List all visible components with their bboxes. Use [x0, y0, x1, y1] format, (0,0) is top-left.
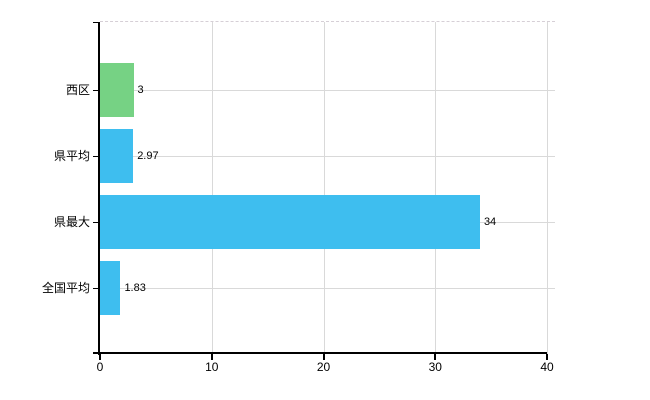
horizontal-gridline: [100, 156, 555, 157]
x-tick-label: 0: [96, 360, 104, 374]
horizontal-gridline: [100, 288, 555, 289]
bar-value-label: 34: [483, 216, 497, 228]
category-label: 全国平均: [41, 281, 90, 295]
vertical-gridline: [211, 22, 213, 354]
vertical-gridline: [435, 22, 437, 354]
horizontal-gridline: [100, 90, 555, 91]
x-axis-tick: [434, 354, 437, 360]
y-axis-tick: [93, 288, 100, 289]
category-label: 県平均: [53, 149, 90, 163]
y-axis-top-tick: [93, 22, 100, 23]
bar: [100, 63, 134, 117]
x-tick-label: 10: [205, 360, 219, 374]
plot-area: 3 2.97 34 1.83: [93, 21, 555, 360]
plot-top-border: [100, 21, 555, 22]
y-axis-line: [98, 22, 100, 355]
y-axis-tick: [93, 222, 100, 223]
bar: [100, 261, 121, 315]
x-axis-tick: [322, 354, 325, 360]
category-label: 西区: [65, 83, 90, 97]
x-axis-tick: [210, 354, 213, 360]
x-tick-label: 20: [316, 360, 331, 374]
bar-value-label: 1.83: [124, 282, 146, 294]
x-tick-label: 40: [540, 360, 554, 374]
y-axis-tick: [93, 90, 100, 91]
y-axis-tick: [93, 156, 100, 157]
vertical-gridline: [323, 22, 325, 354]
bar-value-label: 2.97: [137, 150, 159, 162]
bar: [100, 195, 480, 249]
bar-value-label: 3: [137, 84, 144, 96]
bar: [100, 129, 134, 183]
x-axis-tick: [546, 354, 548, 360]
category-label: 県最大: [53, 215, 90, 229]
vertical-gridline: [547, 22, 548, 354]
x-tick-label: 30: [428, 360, 442, 374]
x-axis-line: [93, 352, 547, 354]
x-axis-tick: [99, 354, 101, 360]
